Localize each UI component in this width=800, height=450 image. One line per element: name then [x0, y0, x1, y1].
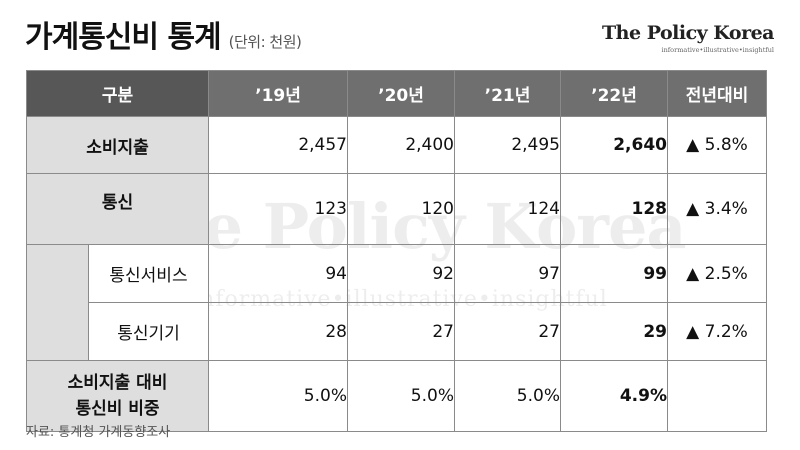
- table-cell: 92: [347, 244, 455, 303]
- table-cell: 5.0%: [454, 360, 561, 432]
- source-note: 자료: 통계청 가계동향조사: [26, 425, 171, 440]
- table-row: 소비지출 2,457 2,400 2,495 2,640 ▲ 5.8%: [26, 116, 767, 174]
- table-cell: 128: [560, 173, 668, 245]
- table-cell: 5.0%: [208, 360, 348, 432]
- table-cell: 124: [454, 173, 561, 245]
- page-title: 가계통신비 통계: [25, 20, 222, 55]
- row-label-line1: 소비지출 대비: [67, 373, 168, 393]
- page-header: 가계통신비 통계 (단위: 천원): [25, 14, 302, 62]
- yoy-change: ▲ 2.5%: [667, 244, 767, 303]
- row-label: 통신서비스: [88, 244, 209, 303]
- table-row: 통신서비스 94 92 97 99 ▲ 2.5%: [26, 244, 767, 361]
- table-cell: 94: [208, 244, 348, 303]
- table-cell: 2,640: [560, 116, 668, 174]
- indent-spacer: [26, 244, 89, 361]
- table-cell: 27: [347, 302, 455, 361]
- yoy-change: ▲ 7.2%: [667, 302, 767, 361]
- table-cell: 27: [454, 302, 561, 361]
- table-cell: 28: [208, 302, 348, 361]
- table-cell: 2,400: [347, 116, 455, 174]
- brand-logo: The Policy Korea informative•illustrativ…: [602, 22, 774, 54]
- row-label: 소비지출: [26, 116, 209, 174]
- table-row: 소비지출 대비 통신비 비중 5.0% 5.0% 5.0% 4.9%: [26, 360, 767, 432]
- table-header-row: 구분 ’19년 ’20년 ’21년 ’22년 전년대비: [26, 70, 767, 117]
- brand-tagline: informative•illustrative•insightful: [661, 46, 774, 54]
- yoy-change: [667, 360, 767, 432]
- column-header: ’21년: [454, 70, 561, 117]
- column-header: ’19년: [208, 70, 348, 117]
- column-header: ’22년: [560, 70, 668, 117]
- table-row: 통신기기 28 27 27 29 ▲ 7.2%: [27, 302, 767, 361]
- row-label: 통신: [26, 173, 209, 245]
- table-cell: 99: [560, 244, 668, 303]
- table-cell: 97: [454, 244, 561, 303]
- table-row: 통신 123 120 124 128 ▲ 3.4%: [26, 173, 767, 245]
- yoy-change: ▲ 3.4%: [667, 173, 767, 245]
- column-header: 구분: [26, 70, 209, 117]
- table-cell: 123: [208, 173, 348, 245]
- statistics-table: 구분 ’19년 ’20년 ’21년 ’22년 전년대비 소비지출 2,457 2…: [26, 70, 767, 432]
- table-cell: 120: [347, 173, 455, 245]
- column-header: 전년대비: [667, 70, 767, 117]
- table-cell: 5.0%: [347, 360, 455, 432]
- table-cell: 2,495: [454, 116, 561, 174]
- table-cell: 4.9%: [560, 360, 668, 432]
- column-header: ’20년: [347, 70, 455, 117]
- table-cell: 2,457: [208, 116, 348, 174]
- table-cell: 29: [560, 302, 668, 361]
- row-label: 소비지출 대비 통신비 비중: [26, 360, 209, 432]
- row-label-line2: 통신비 비중: [75, 399, 160, 419]
- unit-note: (단위: 천원): [228, 33, 302, 51]
- brand-name: The Policy Korea: [602, 22, 774, 44]
- yoy-change: ▲ 5.8%: [667, 116, 767, 174]
- row-label: 통신기기: [88, 302, 209, 361]
